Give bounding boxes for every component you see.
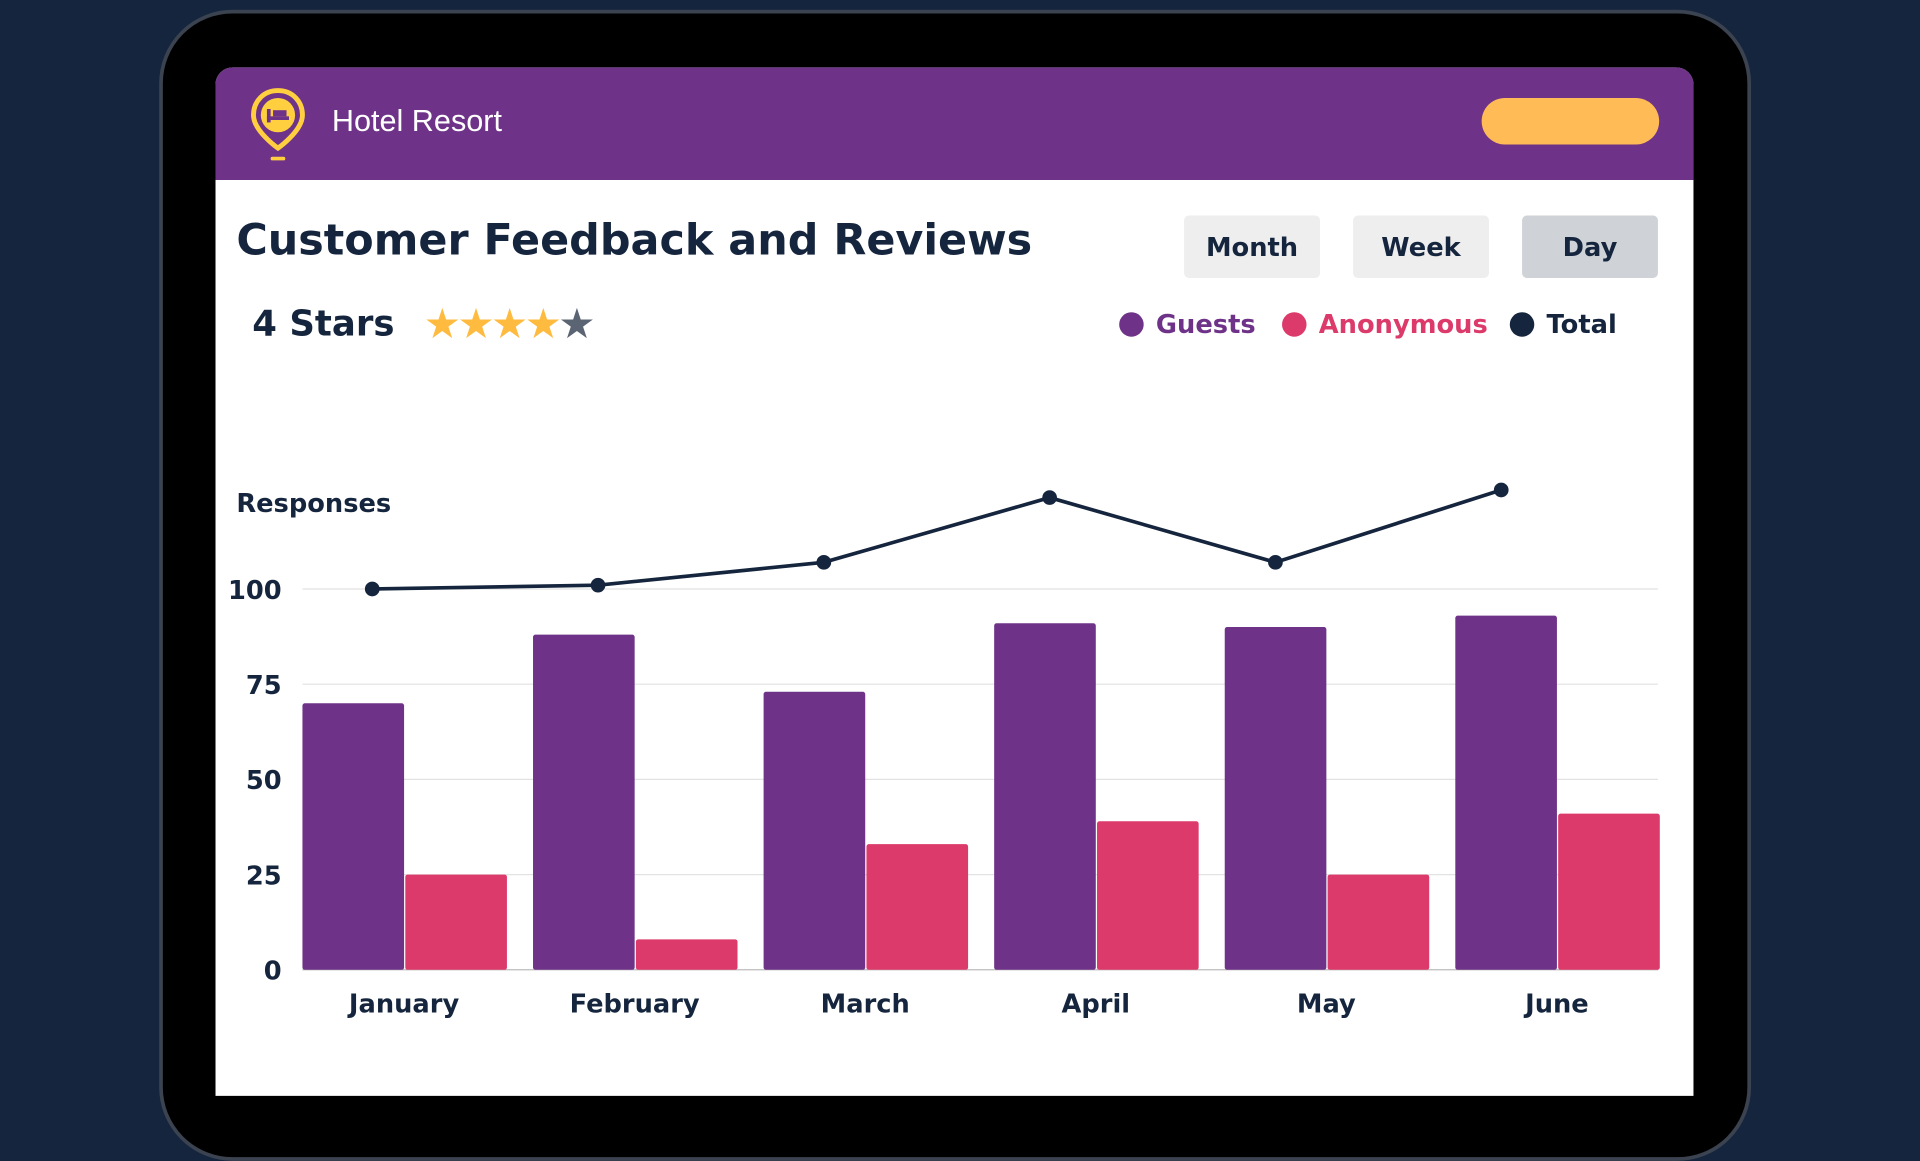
bar-anonymous-april — [1097, 821, 1199, 970]
star-filled-icon: ★ — [524, 300, 562, 349]
filter-month-button[interactable]: Month — [1184, 215, 1321, 278]
x-tick-label: April — [1061, 990, 1130, 1020]
y-tick-label: 0 — [264, 957, 282, 987]
total-point-february — [590, 577, 606, 593]
header-action-button[interactable] — [1481, 97, 1660, 145]
app-screen: Hotel Resort Customer Feedback and Revie… — [215, 67, 1694, 1096]
bar-guests-march — [763, 691, 866, 970]
legend-dot-icon — [1282, 312, 1307, 337]
y-tick-label: 100 — [228, 576, 282, 606]
hotel-location-pin-icon — [251, 88, 305, 161]
legend-guests: Guests — [1119, 309, 1256, 340]
star-filled-icon: ★ — [423, 300, 461, 349]
app-title: Hotel Resort — [331, 104, 502, 139]
legend-dot-icon — [1119, 312, 1144, 337]
bar-anonymous-march — [866, 844, 969, 970]
bar-guests-february — [533, 634, 635, 970]
app-header: Hotel Resort — [215, 67, 1694, 181]
total-point-march — [816, 554, 832, 570]
legend-dot-icon — [1509, 312, 1535, 337]
star-rating: ★★★★★ — [423, 300, 596, 349]
star-filled-icon: ★ — [490, 300, 528, 349]
total-point-may — [1268, 554, 1283, 570]
legend-anonymous: Anonymous — [1282, 310, 1488, 339]
y-tick-label: 50 — [246, 766, 282, 796]
y-tick-label: 75 — [246, 671, 282, 701]
x-tick-label: May — [1297, 990, 1356, 1020]
total-line — [372, 488, 1502, 591]
total-point-april — [1042, 490, 1057, 505]
page-title: Customer Feedback and Reviews — [236, 216, 1033, 266]
legend-label: Anonymous — [1318, 309, 1488, 340]
rating-label: 4 Stars — [252, 302, 395, 345]
y-tick-label: 25 — [246, 861, 282, 891]
x-tick-label: February — [570, 990, 700, 1020]
bar-anonymous-january — [405, 874, 507, 970]
filter-day-button[interactable]: Day — [1522, 215, 1658, 278]
legend-label: Total — [1546, 309, 1617, 340]
bar-guests-january — [302, 703, 405, 970]
bar-anonymous-june — [1558, 813, 1660, 970]
star-empty-icon: ★ — [558, 300, 595, 349]
bar-guests-april — [994, 623, 1096, 970]
bar-anonymous-february — [635, 939, 738, 970]
total-point-june — [1493, 482, 1509, 498]
x-tick-label: January — [347, 990, 460, 1020]
bar-anonymous-may — [1327, 874, 1430, 970]
bar-guests-june — [1455, 615, 1557, 970]
bar-guests-may — [1224, 627, 1327, 970]
filter-week-button[interactable]: Week — [1353, 215, 1489, 278]
legend-total: Total — [1509, 309, 1617, 340]
x-tick-label: March — [821, 990, 910, 1020]
star-filled-icon: ★ — [457, 300, 494, 349]
total-point-january — [364, 581, 380, 597]
responses-chart: Responses 0 25 50 75 100 January February March A… — [228, 482, 1660, 1020]
legend-label: Guests — [1155, 309, 1256, 340]
x-tick-label: June — [1523, 990, 1589, 1020]
y-axis-label: Responses — [236, 489, 391, 519]
